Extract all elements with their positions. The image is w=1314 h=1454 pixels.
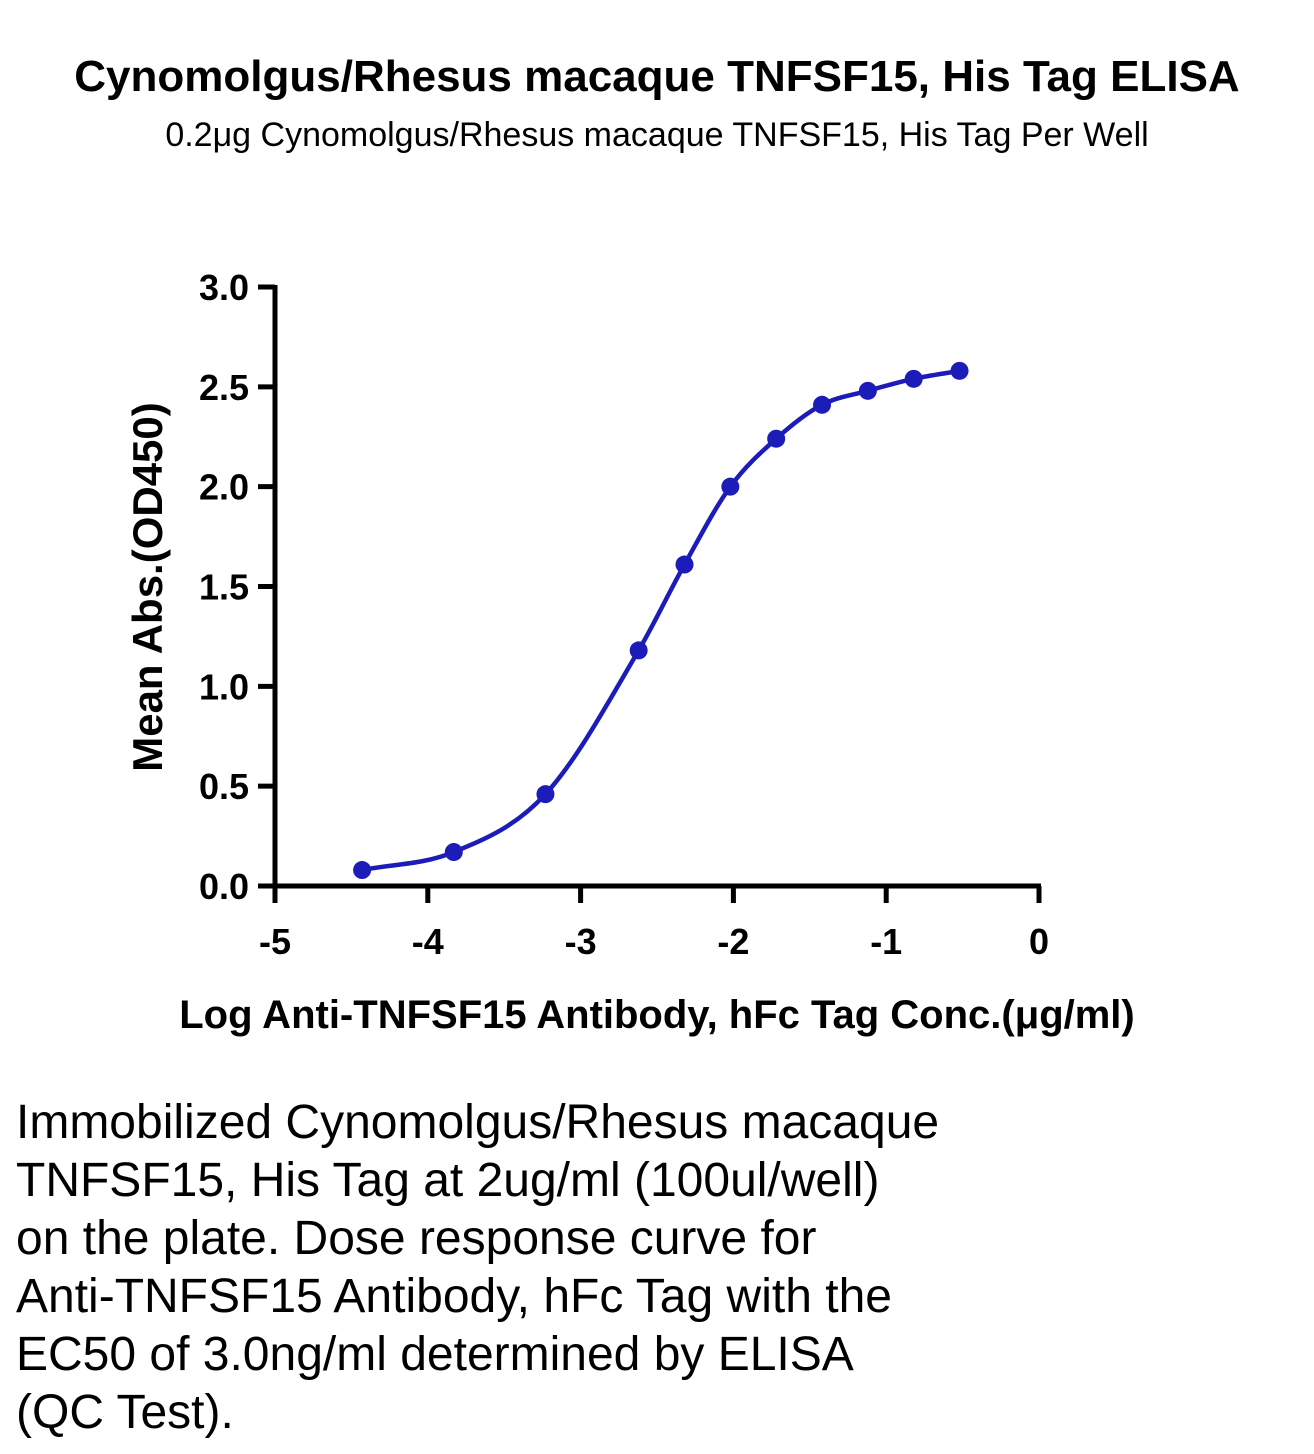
data-point (536, 785, 555, 804)
data-point (629, 641, 648, 660)
data-point (767, 429, 786, 448)
data-point (675, 555, 694, 574)
x-axis-label: Log Anti-TNFSF15 Antibody, hFc Tag Conc.… (179, 993, 1135, 1037)
x-tick-label: -4 (412, 921, 444, 962)
data-point (721, 477, 740, 496)
y-tick-label: 2.0 (199, 467, 249, 508)
data-point (904, 369, 923, 388)
x-tick-label: -1 (870, 921, 902, 962)
data-point (813, 395, 832, 414)
fit-curve-line (359, 368, 962, 873)
x-tick-label: -3 (565, 921, 597, 962)
y-tick-label: 0.5 (199, 766, 249, 807)
chart-subtitle: 0.2μg Cynomolgus/Rhesus macaque TNFSF15,… (165, 116, 1149, 154)
x-tick-label: -2 (717, 921, 749, 962)
chart-plot: 0.0 0.5 1.0 1.5 2.0 2.5 3.0 -5 -4 -3 -2 -1 0 Mean Ab… (124, 267, 1135, 1037)
chart-title: Cynomolgus/Rhesus macaque TNFSF15, His T… (74, 52, 1240, 101)
y-tick-label: 3.0 (199, 267, 249, 308)
data-point (858, 381, 877, 400)
y-axis-label: Mean Abs.(OD450) (124, 402, 171, 772)
y-tick-label: 1.5 (199, 567, 249, 608)
y-tick-label: 0.0 (199, 866, 249, 907)
x-tick-label: 0 (1029, 921, 1049, 962)
data-points-layer (353, 361, 969, 880)
chart-axes: 0.0 0.5 1.0 1.5 2.0 2.5 3.0 -5 -4 -3 -2 -1 0 (199, 267, 1049, 962)
y-tick-label: 1.0 (199, 666, 249, 707)
fit-curve-layer (359, 368, 962, 873)
data-point (444, 843, 463, 862)
y-tick-label: 2.5 (199, 367, 249, 408)
data-point (950, 361, 969, 380)
data-point (353, 861, 372, 880)
figure-caption: Immobilized Cynomolgus/Rhesus macaque TN… (16, 1096, 940, 1439)
x-tick-label: -5 (259, 921, 291, 962)
